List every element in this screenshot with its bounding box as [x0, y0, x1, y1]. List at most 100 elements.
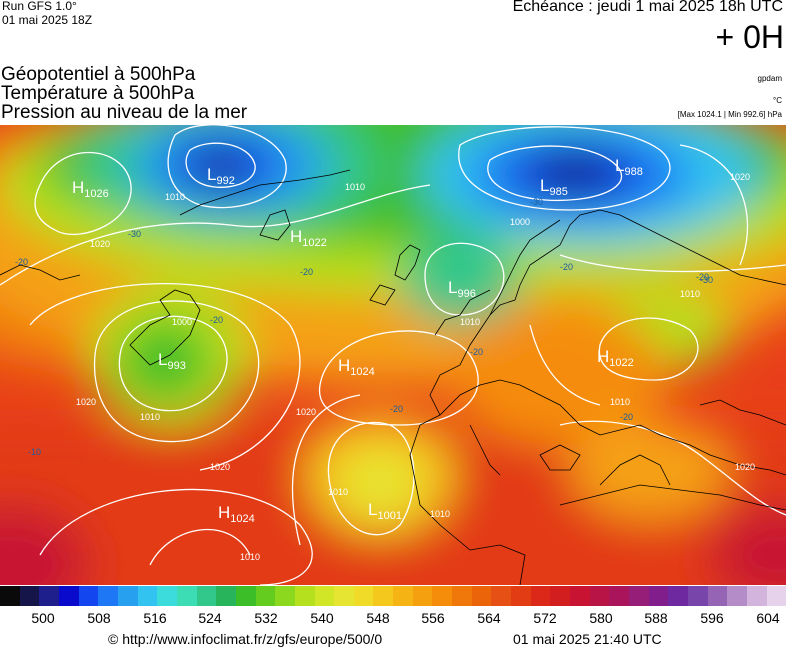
isobar-value: 1010 [165, 192, 185, 202]
isobar-value: 1020 [210, 462, 230, 472]
coastlines [0, 169, 786, 585]
colorbar-swatch [39, 586, 59, 606]
title-geopotential: Géopotentiel à 500hPa [1, 64, 196, 85]
colorbar-swatch [334, 586, 354, 606]
isobar-value: 1010 [430, 509, 450, 519]
colorbar-swatch [727, 586, 747, 606]
temperature-value: -30 [530, 197, 543, 207]
colorbar-swatch [629, 586, 649, 606]
colorbar-swatch [255, 586, 276, 606]
colorbar-swatch [511, 586, 531, 606]
colorbar-swatch [235, 586, 256, 606]
colorbar-swatch [275, 586, 295, 606]
temperature-value: -20 [15, 257, 28, 267]
isobar-value: 1020 [730, 172, 750, 182]
isobar-value: 1020 [735, 462, 755, 472]
colorbar-tick-label: 540 [310, 610, 334, 626]
colorbar-swatch [609, 586, 629, 606]
colorbar-swatch [314, 586, 335, 606]
colorbar-swatch [432, 586, 453, 606]
colorbar-tick-label: 604 [756, 610, 780, 626]
run-label: Run GFS 1.0° [2, 0, 77, 13]
colorbar-swatch [196, 586, 217, 606]
isobar-value: 1010 [345, 182, 365, 192]
colorbar-swatch [668, 586, 688, 606]
temperature-value: -20 [470, 347, 483, 357]
isobar-value: 1020 [296, 407, 316, 417]
colorbar-tick-label: 548 [366, 610, 390, 626]
isobar-value: 1000 [172, 317, 192, 327]
title-pressure: Pression au niveau de la mer [1, 102, 248, 123]
temperature-value: -20 [390, 404, 403, 414]
colorbar-tick-label: 596 [700, 610, 724, 626]
colorbar-tick-label: 500 [31, 610, 55, 626]
pressure-range: [Max 1024.1 | Min 992.6] hPa [677, 110, 782, 119]
colorbar-tick-label: 588 [644, 610, 668, 626]
colorbar-swatch [98, 586, 118, 606]
colorbar-swatch [137, 586, 158, 606]
colorbar-swatch [294, 586, 315, 606]
high-pressure-label: H1024 [218, 503, 255, 525]
colorbar-tick-label: 564 [477, 610, 501, 626]
colorbar-tick-label: 556 [421, 610, 445, 626]
colorbar-swatch [530, 586, 551, 606]
unit-temperature: °C [773, 96, 782, 105]
temperature-value: -20 [696, 272, 709, 282]
run-time: 01 mai 2025 18Z [2, 13, 93, 27]
map-labels: H1026 L992 H1022 L985 L988 L996 L993 H1024 H1022… [15, 156, 755, 562]
colorbar-swatch [570, 586, 590, 606]
temperature-value-labels: -30-20-20-30-20-20-20-20-20-20-30-10 [15, 197, 713, 457]
isobar-value: 1010 [328, 487, 348, 497]
low-pressure-label: L985 [540, 176, 568, 198]
source-credit: © http://www.infoclimat.fr/z/gfs/europe/… [108, 631, 383, 647]
colorbar-swatch [707, 586, 728, 606]
temperature-value: -20 [560, 262, 573, 272]
generated-time: 01 mai 2025 21:40 UTC [513, 631, 662, 647]
pressure-center-labels: H1026 L992 H1022 L985 L988 L996 L993 H1024 H1022… [72, 156, 643, 525]
temperature-value: -30 [128, 229, 141, 239]
isobar-value: 1020 [90, 239, 110, 249]
isobar-value: 1010 [680, 289, 700, 299]
colorbar-swatch [412, 586, 433, 606]
temperature-value: -20 [210, 315, 223, 325]
isobar-value: 1010 [240, 552, 260, 562]
temperature-value: -20 [620, 412, 633, 422]
colorbar-swatch [589, 586, 610, 606]
colorbar-tick-label: 516 [143, 610, 167, 626]
colorbar-swatch [176, 586, 197, 606]
isobar-value: 1010 [610, 397, 630, 407]
colorbar-swatch [491, 586, 512, 606]
colorbar-tick-label: 508 [87, 610, 111, 626]
temperature-value: -20 [300, 267, 313, 277]
unit-geopotential: gpdam [757, 74, 782, 83]
colorbar-swatch [766, 586, 786, 606]
colorbar-swatch [0, 586, 20, 606]
colorbar [0, 586, 786, 606]
colorbar-swatch [648, 586, 669, 606]
colorbar-swatch [216, 586, 236, 606]
lead-time: + 0H [715, 19, 784, 55]
colorbar-tick-label: 532 [254, 610, 278, 626]
low-pressure-label: L988 [615, 156, 643, 178]
colorbar-swatch [746, 586, 767, 606]
isobar-value: 1010 [460, 317, 480, 327]
colorbar-swatch [452, 586, 472, 606]
geopotential-field [0, 125, 786, 585]
low-pressure-label: L1001 [368, 500, 402, 522]
high-pressure-label: H1024 [338, 356, 375, 378]
colorbar-tick-label: 524 [198, 610, 222, 626]
low-pressure-label: L992 [207, 165, 235, 187]
colorbar-swatch [353, 586, 374, 606]
temperature-value: -30 [700, 275, 713, 285]
isobar-value-labels: 1010 1020 1000 1010 1020 1010 1000 1010 1020 1010… [76, 172, 755, 562]
high-pressure-label: H1022 [597, 347, 634, 369]
isobar-value: 1000 [510, 217, 530, 227]
high-pressure-label: H1022 [290, 227, 327, 249]
colorbar-swatch [393, 586, 413, 606]
colorbar-swatch [687, 586, 708, 606]
colorbar-swatch [78, 586, 99, 606]
low-pressure-label: L996 [448, 278, 476, 300]
colorbar-tick-label: 572 [533, 610, 557, 626]
isobar-value: 1020 [76, 397, 96, 407]
colorbar-swatch [117, 586, 138, 606]
